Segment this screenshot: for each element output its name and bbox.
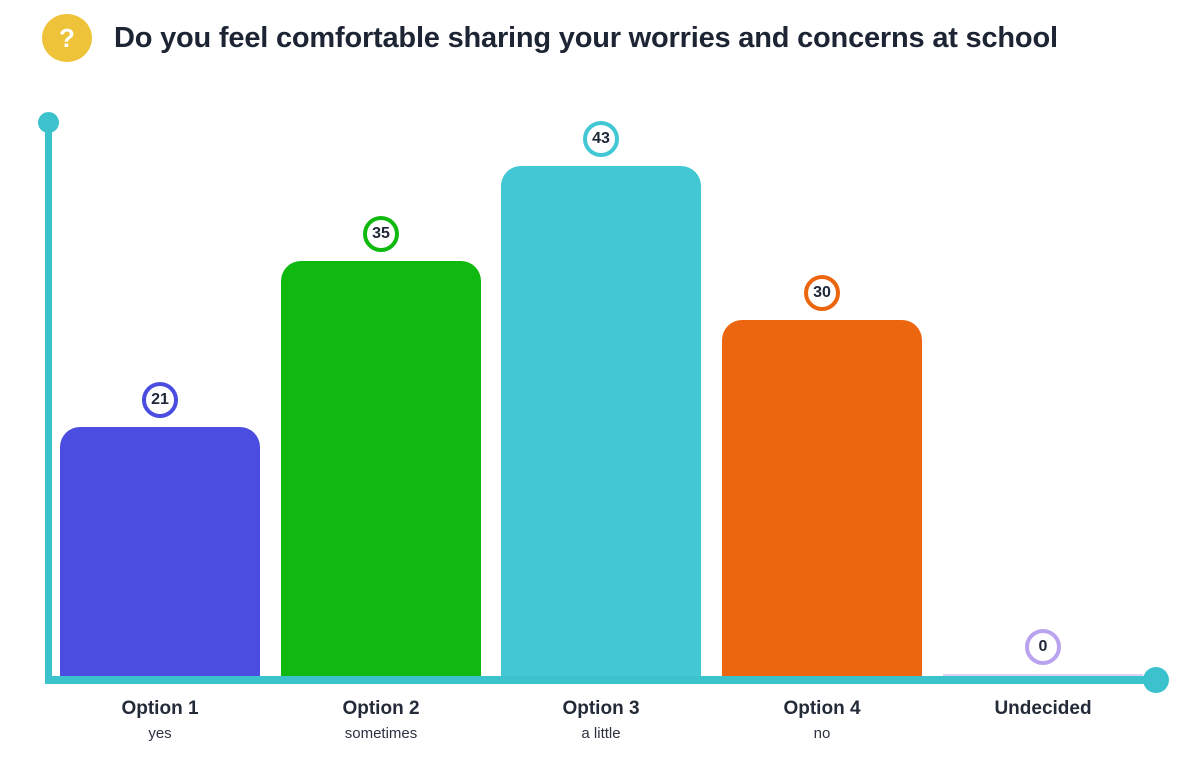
category-sublabel: no [813,725,831,742]
x-axis-line [45,676,1158,684]
bar [722,320,922,676]
value-badge: 30 [804,275,840,311]
category-sublabel: yes [148,725,172,742]
category-label: Option 2 [342,698,420,719]
x-axis-cap-dot [1143,667,1169,693]
category-label: Option 4 [783,698,861,719]
page-title: Do you feel comfortable sharing your wor… [114,21,1058,54]
x-axis-label: Option 3 a little [491,698,711,742]
y-axis-cap-dot [38,112,59,133]
x-axis-label: Undecided [933,698,1153,720]
bar [281,261,481,676]
value-badge: 21 [142,382,178,418]
category-label: Option 3 [562,698,640,719]
bar-column: 0 [943,629,1143,676]
category-label: Undecided [994,698,1092,719]
category-sublabel: sometimes [344,725,418,742]
x-axis-label: Option 4 no [712,698,932,742]
bar-column: 21 [60,382,260,676]
category-sublabel: a little [581,725,621,742]
question-header: ? Do you feel comfortable sharing your w… [42,14,1058,62]
x-axis-label: Option 2 sometimes [271,698,491,742]
bar-column: 35 [281,216,481,676]
value-badge: 43 [583,121,619,157]
bar-column: 30 [722,275,922,676]
bar-chart: 21 35 43 30 0 [0,121,1187,676]
value-badge: 35 [363,216,399,252]
bar-column: 43 [501,121,701,676]
x-axis-label: Option 1 yes [50,698,270,742]
bar [60,427,260,676]
category-label: Option 1 [121,698,199,719]
question-icon: ? [42,14,92,62]
value-badge: 0 [1025,629,1061,665]
y-axis-line [45,122,52,682]
bar [501,166,701,676]
